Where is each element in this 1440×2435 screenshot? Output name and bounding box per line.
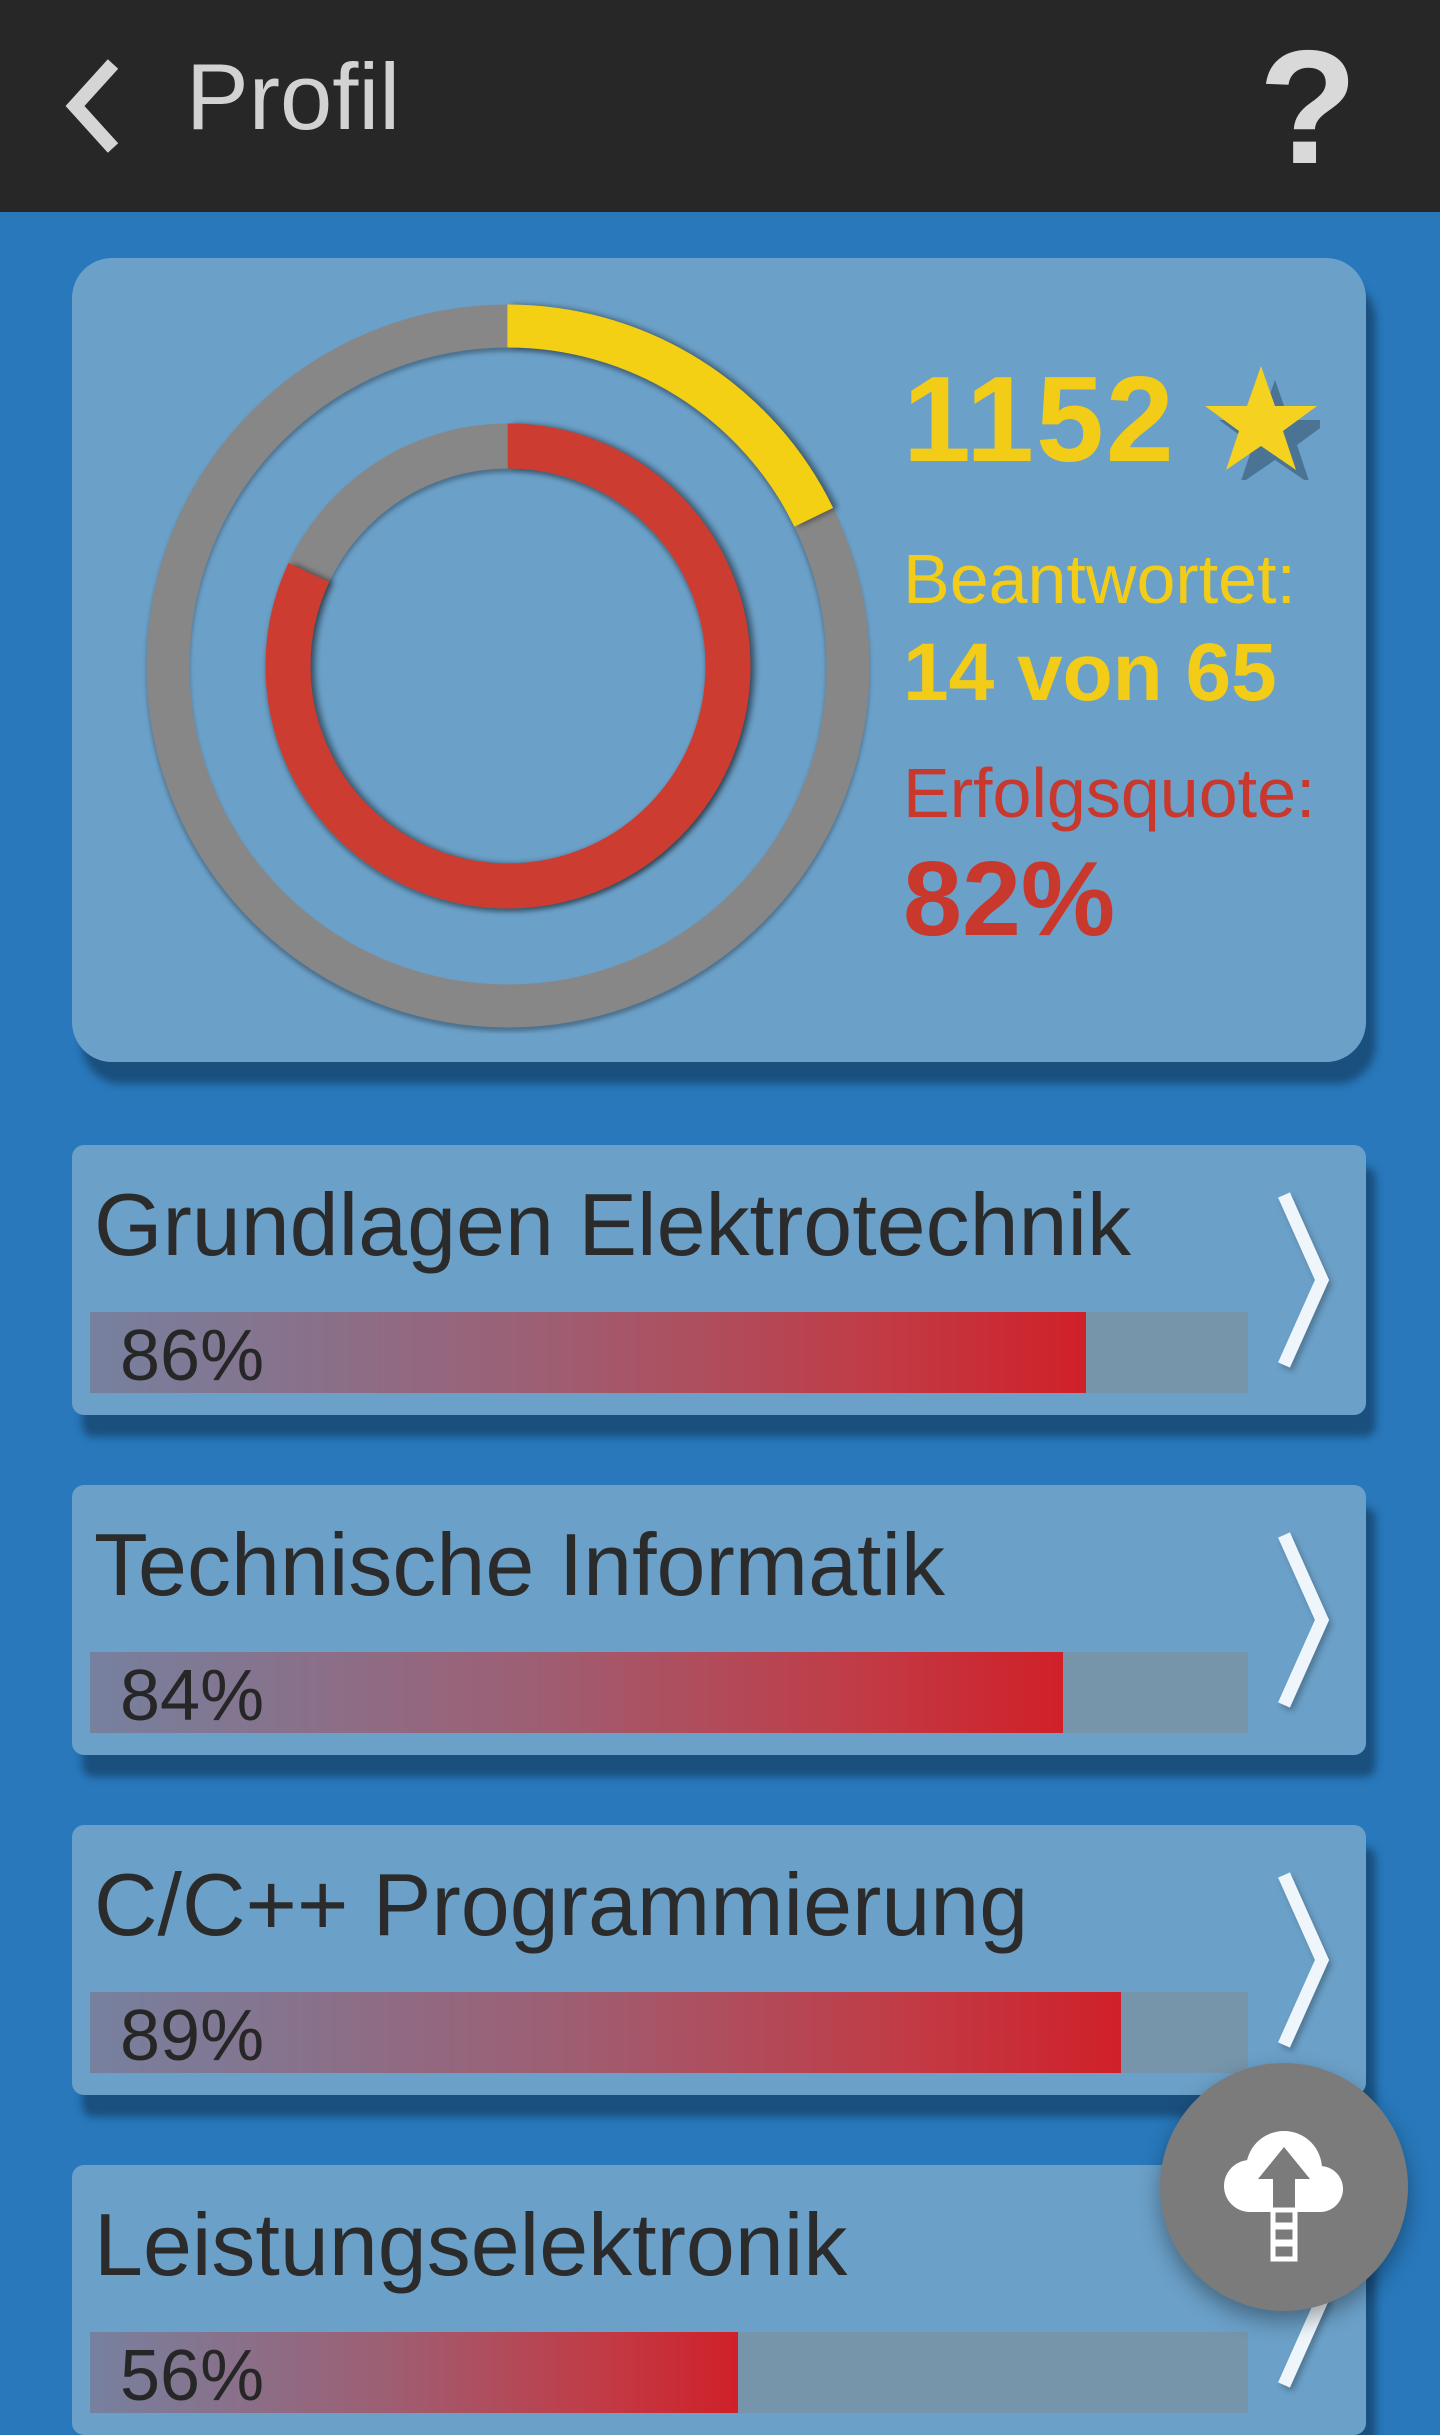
outer-ring-progress-arc <box>146 304 870 1028</box>
course-progress-bar: 86% <box>90 1312 1248 1393</box>
course-title: C/C++ Programmierung <box>94 1855 1029 1954</box>
success-rate-label: Erfolgsquote: <box>903 754 1316 832</box>
chevron-right-icon <box>1278 1872 1330 2048</box>
course-progress-label: 84% <box>120 1655 265 1733</box>
cloud-upload-fab[interactable] <box>1160 2063 1408 2311</box>
back-button[interactable] <box>58 52 128 162</box>
course-progress-bar: 56% <box>90 2332 1248 2413</box>
course-row-technische-informatik[interactable]: Technische Informatik 84% <box>72 1485 1366 1755</box>
course-progress-label: 86% <box>120 1315 265 1393</box>
course-progress-fill <box>90 1652 1063 1733</box>
cloud-upload-icon <box>1224 2131 1343 2262</box>
chevron-right-icon <box>1278 1532 1330 1708</box>
answered-label: Beantwortet: <box>903 540 1296 618</box>
course-title: Leistungselektronik <box>94 2195 848 2294</box>
score-row: 1152 <box>903 358 1320 480</box>
course-progress-bar: 89% <box>90 1992 1248 2073</box>
course-progress-fill <box>90 1312 1086 1393</box>
course-progress-label: 89% <box>120 1995 265 2073</box>
page-title: Profil <box>186 44 401 149</box>
course-row-grundlagen-elektrotechnik[interactable]: Grundlagen Elektrotechnik 86% <box>72 1145 1366 1415</box>
course-progress-bar: 84% <box>90 1652 1248 1733</box>
success-rate-value: 82% <box>903 840 1116 958</box>
help-button[interactable]: ? <box>1248 18 1368 198</box>
help-icon: ? <box>1258 17 1358 198</box>
score-value: 1152 <box>903 351 1176 487</box>
inner-ring-progress-arc <box>265 423 751 909</box>
chevron-right-icon <box>1278 1192 1330 1368</box>
answered-value: 14 von 65 <box>903 627 1277 718</box>
course-title: Technische Informatik <box>94 1515 946 1614</box>
chevron-left-icon <box>65 58 119 153</box>
course-progress-label: 56% <box>120 2335 265 2413</box>
star-icon <box>1204 366 1320 480</box>
app-bar: Profil ? <box>0 0 1440 212</box>
course-row-cpp-programmierung[interactable]: C/C++ Programmierung 89% <box>72 1825 1366 2095</box>
course-title: Grundlagen Elektrotechnik <box>94 1175 1132 1274</box>
stats-card: 1152 Beantwortet: 14 von 65 Erfolgsquote… <box>72 258 1366 1062</box>
course-progress-fill <box>90 1992 1121 2073</box>
progress-rings-chart <box>146 304 870 1028</box>
